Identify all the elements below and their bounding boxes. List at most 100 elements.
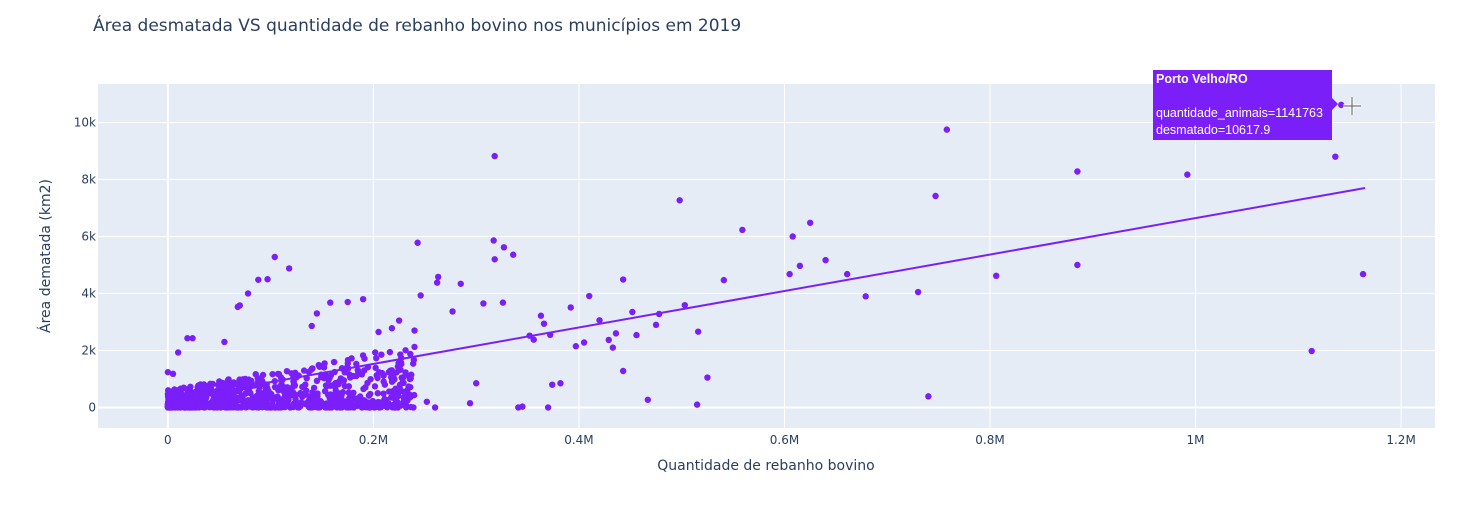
data-point[interactable] — [351, 395, 359, 403]
data-point[interactable] — [402, 404, 410, 411]
data-point[interactable] — [242, 402, 249, 409]
data-point[interactable] — [236, 397, 243, 404]
data-point[interactable] — [720, 276, 728, 284]
data-point[interactable] — [371, 383, 379, 390]
data-point[interactable] — [388, 325, 396, 332]
data-point[interactable] — [353, 360, 360, 368]
data-point[interactable] — [423, 398, 431, 405]
data-point[interactable] — [275, 370, 283, 378]
data-point[interactable] — [457, 280, 464, 287]
data-point[interactable] — [500, 244, 508, 251]
data-point[interactable] — [288, 370, 295, 377]
data-point[interactable] — [271, 253, 278, 261]
data-point[interactable] — [605, 336, 612, 344]
data-point[interactable] — [544, 404, 552, 411]
data-point[interactable] — [313, 310, 321, 317]
data-point[interactable] — [388, 374, 395, 381]
data-point[interactable] — [344, 298, 351, 306]
data-point[interactable] — [346, 374, 354, 381]
data-point[interactable] — [402, 347, 409, 354]
data-point[interactable] — [490, 237, 497, 244]
data-point[interactable] — [281, 384, 288, 391]
data-point[interactable] — [259, 371, 267, 379]
data-point[interactable] — [252, 370, 259, 378]
data-point[interactable] — [341, 398, 349, 405]
data-point[interactable] — [358, 371, 366, 378]
data-point[interactable] — [188, 402, 195, 409]
data-point[interactable] — [292, 398, 300, 405]
data-point[interactable] — [411, 343, 418, 351]
data-point[interactable] — [391, 393, 398, 400]
data-point[interactable] — [214, 381, 222, 389]
data-point[interactable] — [1184, 171, 1191, 178]
data-point[interactable] — [1074, 261, 1081, 269]
data-point[interactable] — [371, 403, 378, 410]
data-point[interactable] — [499, 299, 507, 306]
data-point[interactable] — [189, 335, 196, 342]
data-point[interactable] — [341, 369, 348, 376]
data-point[interactable] — [407, 350, 414, 358]
data-point[interactable] — [739, 226, 746, 234]
data-point[interactable] — [378, 351, 385, 358]
data-point[interactable] — [433, 279, 441, 286]
data-point[interactable] — [297, 389, 304, 397]
data-point[interactable] — [225, 396, 232, 404]
data-point[interactable] — [398, 360, 405, 368]
data-point[interactable] — [255, 388, 262, 395]
data-point[interactable] — [549, 381, 556, 388]
data-point[interactable] — [629, 308, 636, 316]
data-point[interactable] — [449, 308, 456, 315]
data-point[interactable] — [515, 404, 522, 411]
data-point[interactable] — [164, 403, 172, 411]
data-point[interactable] — [210, 396, 217, 404]
data-point[interactable] — [789, 233, 796, 240]
data-point[interactable] — [491, 256, 498, 263]
data-point[interactable] — [327, 299, 334, 306]
data-point[interactable] — [310, 384, 318, 392]
data-point[interactable] — [242, 390, 249, 397]
data-point[interactable] — [862, 293, 869, 300]
data-point[interactable] — [187, 383, 194, 390]
data-point[interactable] — [389, 369, 397, 376]
data-point[interactable] — [332, 403, 340, 410]
data-point[interactable] — [316, 363, 323, 370]
data-point[interactable] — [213, 404, 221, 411]
data-point[interactable] — [407, 375, 414, 382]
data-point[interactable] — [567, 304, 574, 311]
data-point[interactable] — [378, 369, 386, 377]
data-point[interactable] — [480, 300, 487, 307]
data-point[interactable] — [407, 393, 414, 401]
data-point[interactable] — [1332, 153, 1339, 160]
data-point[interactable] — [174, 349, 182, 356]
data-point[interactable] — [221, 338, 228, 346]
data-point[interactable] — [300, 367, 308, 374]
data-point[interactable] — [914, 288, 922, 296]
data-point[interactable] — [317, 397, 324, 405]
data-point[interactable] — [203, 401, 211, 409]
data-point[interactable] — [358, 404, 366, 411]
data-point[interactable] — [208, 386, 215, 393]
data-point[interactable] — [347, 399, 354, 406]
data-point[interactable] — [219, 402, 227, 410]
data-point[interactable] — [294, 404, 301, 411]
data-point[interactable] — [374, 389, 381, 397]
data-point[interactable] — [704, 374, 711, 381]
data-point[interactable] — [322, 382, 330, 389]
data-point[interactable] — [466, 400, 474, 407]
data-point[interactable] — [410, 404, 417, 411]
data-point[interactable] — [209, 380, 216, 388]
data-point[interactable] — [302, 391, 310, 398]
data-point[interactable] — [340, 377, 348, 384]
data-point[interactable] — [321, 360, 328, 367]
data-point[interactable] — [262, 394, 269, 401]
data-point[interactable] — [176, 387, 184, 394]
data-point[interactable] — [399, 379, 406, 386]
data-point[interactable] — [181, 400, 188, 408]
data-point[interactable] — [407, 383, 414, 391]
data-point[interactable] — [345, 389, 352, 396]
data-point[interactable] — [410, 356, 418, 364]
data-point[interactable] — [377, 399, 384, 406]
data-point[interactable] — [644, 396, 652, 403]
data-point[interactable] — [302, 381, 309, 388]
data-point[interactable] — [380, 390, 387, 397]
